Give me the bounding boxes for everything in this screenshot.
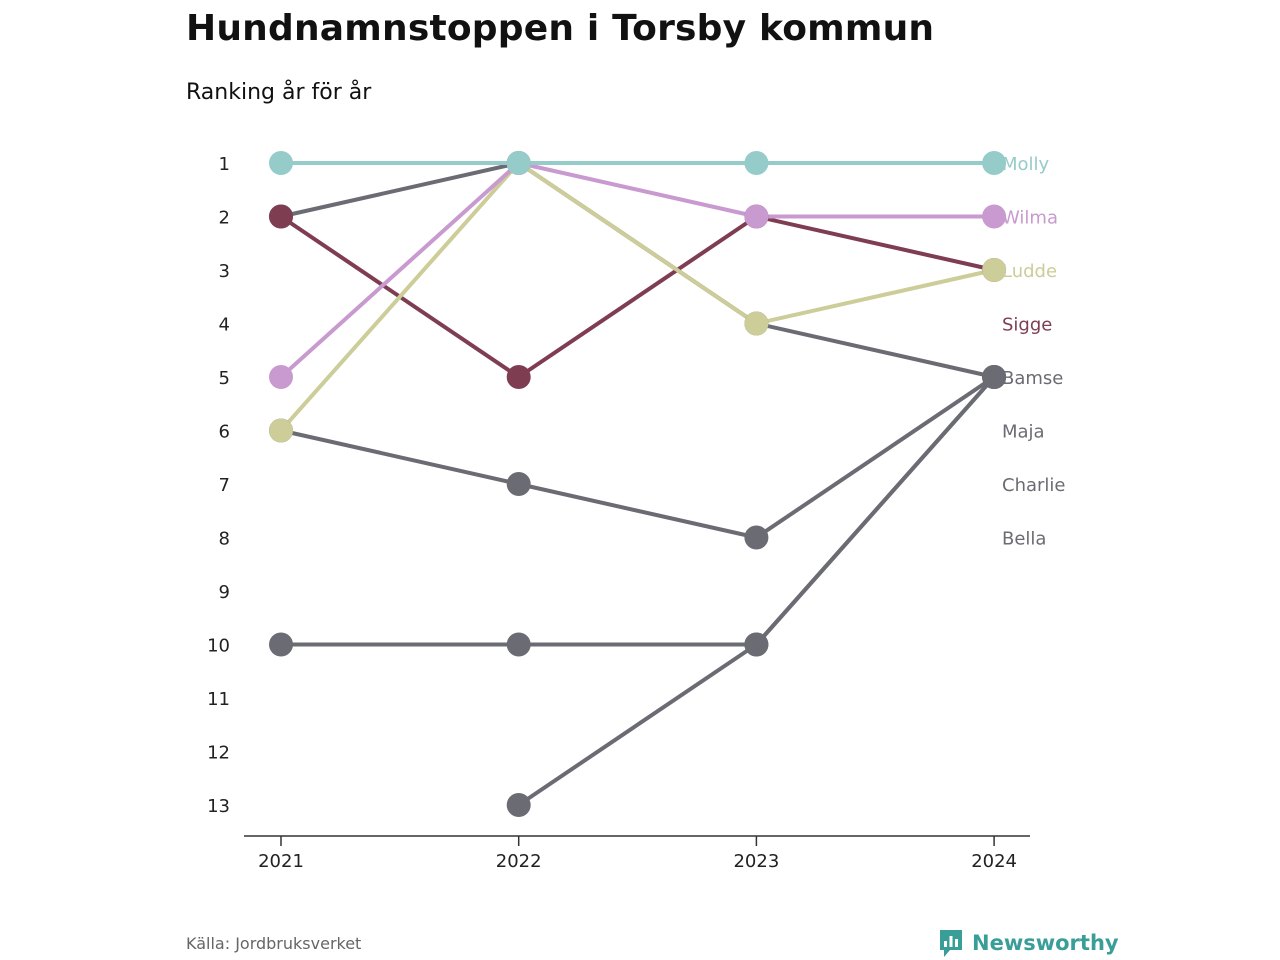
series-label-molly: Molly: [1002, 154, 1050, 175]
y-tick-label: 12: [207, 743, 230, 764]
series-line-ludde: [279, 161, 995, 432]
series-label-bamse: Bamse: [1002, 368, 1063, 389]
y-tick-label: 6: [219, 422, 230, 443]
y-tick-label: 13: [207, 796, 230, 817]
series-label-maja: Maja: [1002, 422, 1045, 443]
series-point-molly: [506, 151, 531, 175]
series-label-ludde: Ludde: [1002, 261, 1057, 282]
brand-name: Newsworthy: [972, 931, 1119, 955]
series-point-charlie: [269, 632, 293, 657]
series-line-bella: [517, 375, 996, 807]
y-tick-label: 5: [219, 368, 230, 389]
x-axis: 2021 2022 2023 2024: [258, 836, 1017, 872]
series-label-sigge: Sigge: [1002, 315, 1052, 336]
series-point-molly: [744, 151, 769, 175]
series-point-molly: [269, 151, 293, 175]
series-point-wilma: [744, 204, 769, 229]
y-tick-label: 10: [207, 636, 230, 657]
y-tick-label: 8: [219, 529, 230, 550]
series-line-charlie: [281, 375, 996, 647]
newsworthy-logo-icon: [940, 930, 962, 957]
series-points: [269, 151, 1007, 817]
series-point-wilma: [982, 204, 1007, 229]
series-point-charlie: [744, 632, 769, 657]
series-point-sigge: [269, 204, 293, 229]
y-tick-label: 7: [219, 475, 230, 496]
y-tick-label: 11: [207, 689, 230, 710]
y-tick-label: 4: [219, 315, 230, 336]
series-lines: [279, 161, 996, 807]
series-point-ludde: [744, 311, 769, 336]
series-point-ludde: [269, 418, 293, 443]
series-label-charlie: Charlie: [1002, 475, 1065, 496]
series-label-wilma: Wilma: [1002, 208, 1058, 229]
series-point-bamse: [982, 365, 1007, 389]
y-tick-label: 9: [219, 582, 230, 603]
chart-subtitle: Ranking år för år: [186, 80, 372, 105]
chart-title: Hundnamnstoppen i Torsby kommun: [186, 8, 935, 49]
series-point-molly: [982, 151, 1007, 175]
series-line-maja: [280, 375, 996, 540]
series-line-wilma: [279, 161, 995, 379]
brand-logo: Newsworthy: [938, 928, 1119, 958]
series-point-maja: [744, 525, 769, 550]
series-label-bella: Bella: [1002, 529, 1046, 550]
series-point-sigge: [506, 365, 531, 389]
series-point-bella: [506, 793, 531, 817]
series-labels: Molly Wilma Ludde Sigge Bamse Maja Charlie Bell…: [1002, 154, 1065, 550]
y-tick-label: 1: [219, 154, 230, 175]
x-tick-label: 2024: [971, 851, 1017, 872]
series-line-bamse: [280, 161, 995, 379]
series-point-charlie: [506, 632, 531, 657]
series-point-wilma: [269, 365, 293, 389]
source-note: Källa: Jordbruksverket: [186, 934, 362, 953]
series-point-maja: [506, 472, 531, 496]
series-point-ludde: [982, 258, 1007, 282]
y-tick-label: 2: [219, 208, 230, 229]
x-tick-label: 2022: [496, 851, 542, 872]
y-tick-label: 3: [219, 261, 230, 282]
x-tick-label: 2021: [258, 851, 304, 872]
x-tick-label: 2023: [733, 851, 779, 872]
